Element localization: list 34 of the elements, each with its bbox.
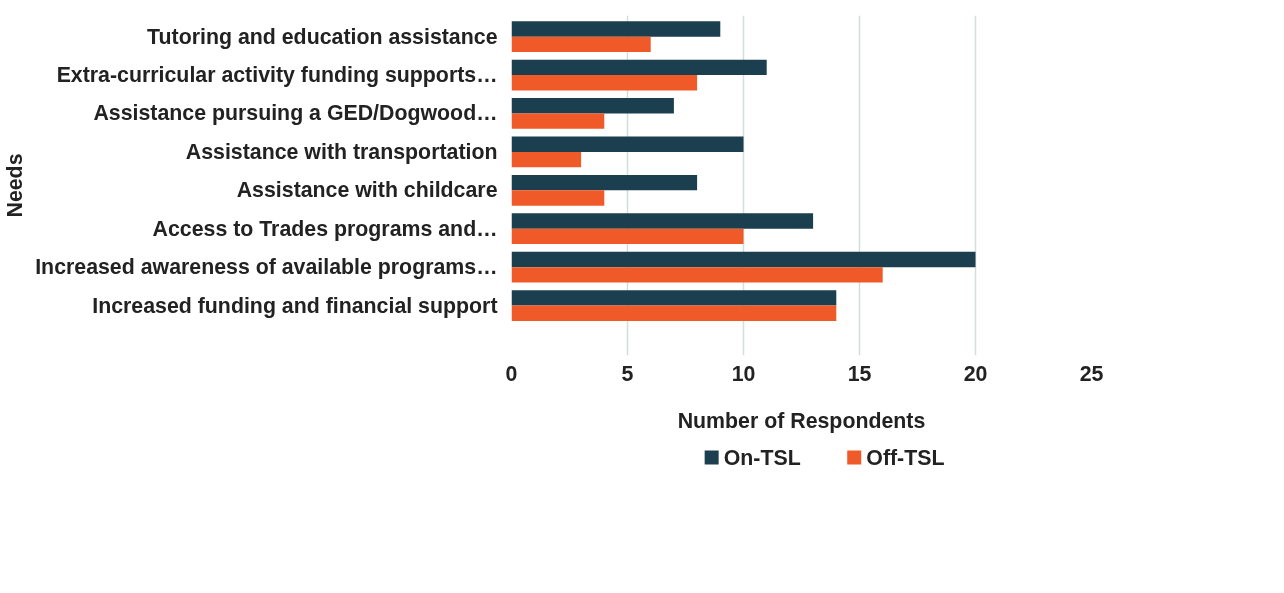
- y-tick-label: Assistance with childcare: [236, 178, 498, 203]
- y-tick-label: Increased awareness of available programs…: [35, 255, 498, 280]
- bar: [511, 174, 698, 191]
- bar: [511, 75, 698, 91]
- bar: [511, 98, 674, 114]
- x-tick-label: 25: [1079, 361, 1104, 386]
- x-axis-title: Number of Respondents: [677, 408, 926, 433]
- x-tick-label: 5: [621, 361, 634, 386]
- bar: [511, 113, 605, 129]
- x-tick-label: 10: [731, 361, 756, 386]
- bar: [511, 251, 976, 268]
- bar: [511, 267, 883, 283]
- bar: [511, 290, 837, 306]
- y-tick-label: Access to Trades programs and…: [152, 216, 498, 241]
- x-tick-label: 0: [505, 361, 518, 386]
- bar: [511, 151, 582, 168]
- bar: [511, 59, 767, 76]
- bar: [511, 190, 605, 206]
- bar: [511, 213, 814, 229]
- y-tick-label: Tutoring and education assistance: [147, 24, 498, 49]
- legend-label: On-TSL: [723, 445, 801, 470]
- bar: [511, 36, 651, 52]
- y-tick-label: Extra-curricular activity funding supports…: [56, 63, 498, 88]
- y-tick-label: Assistance with transportation: [185, 139, 498, 164]
- y-tick-label: Assistance pursuing a GED/Dogwood…: [93, 101, 498, 126]
- x-tick-label: 15: [847, 361, 872, 386]
- y-axis-title: Needs: [3, 153, 28, 218]
- bar: [511, 305, 837, 321]
- bar: [511, 136, 744, 152]
- y-tick-label: Increased funding and financial support: [92, 293, 498, 318]
- legend-label: Off-TSL: [866, 445, 945, 470]
- bar: [511, 21, 721, 37]
- x-tick-label: 20: [963, 361, 988, 386]
- bar: [511, 228, 744, 245]
